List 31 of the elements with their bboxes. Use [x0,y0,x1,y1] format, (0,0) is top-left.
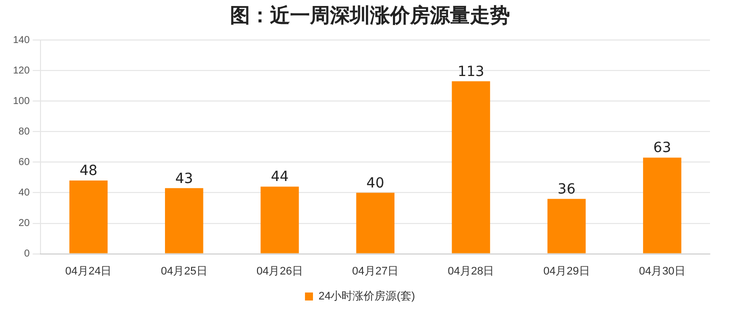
bar [260,186,299,254]
x-tick-label: 04月26日 [256,265,303,278]
y-tick-label: 0 [24,248,30,260]
x-tick-label: 04月24日 [65,265,112,278]
bar [356,192,394,254]
data-label: 113 [458,64,484,80]
data-label: 44 [270,169,289,186]
data-label: 36 [558,181,576,198]
y-tick-label: 20 [18,218,30,230]
x-tick-label: 04月28日 [448,265,494,278]
y-tick-label: 80 [18,126,30,138]
bar [164,188,204,254]
data-label: 43 [175,170,194,187]
y-tick-label: 100 [12,96,30,107]
y-tick-label: 140 [12,34,30,46]
x-tick-label: 04月30日 [638,265,686,278]
bar [547,198,586,254]
y-tick-label: 120 [12,65,30,76]
legend-label: 24小时涨价房源(套) [318,290,416,303]
data-label: 40 [366,175,384,192]
x-tick-label: 04月27日 [352,265,399,278]
x-tick-label: 04月29日 [543,265,590,278]
chart-title: 图：近一周深圳涨价房源量走势 [229,2,511,29]
x-tick-label: 04月25日 [160,265,208,278]
bar [69,180,108,254]
data-label: 63 [653,140,672,156]
bar [452,81,490,254]
bar [643,158,682,254]
y-tick-label: 60 [18,156,30,168]
data-label: 48 [80,163,98,180]
y-tick-label: 40 [18,187,30,198]
